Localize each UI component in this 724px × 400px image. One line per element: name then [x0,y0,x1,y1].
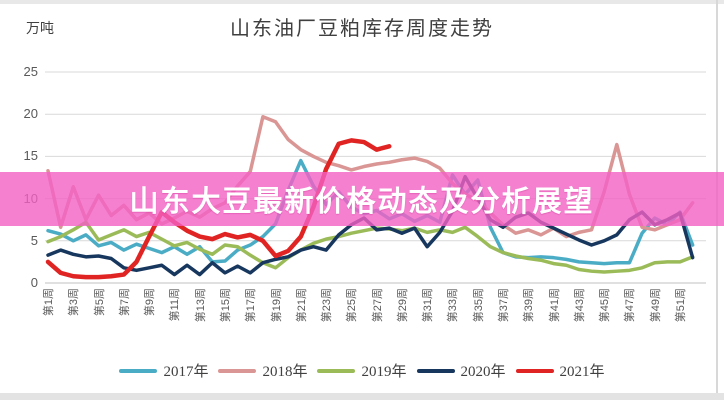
y-tick-0: 0 [30,275,38,290]
bottom-border-strip [0,393,724,400]
y-tick-15: 15 [23,148,38,164]
legend-label-2021年: 2021年 [559,364,605,380]
legend-swatch-2017年 [119,368,158,373]
y-tick-25: 25 [23,64,38,79]
promo-overlay-banner: 山东大豆最新价格动态及分析展望 [0,172,724,226]
chart-legend: 2017年 2018年 2019年 2020年 2021年 [0,360,724,381]
series-line-2019年 [46,220,695,274]
legend-label-2018年: 2018年 [262,364,308,380]
chart-title: 山东油厂豆粕库存周度走势 [230,18,494,40]
y-axis-unit-label: 万吨 [26,22,54,37]
y-tick-5: 5 [30,232,38,248]
series-line-2021年 [45,138,392,280]
legend-label-2020年: 2020年 [460,364,506,380]
top-border-strip [0,0,724,4]
y-tick-20: 20 [23,106,38,122]
legend-swatch-2021年 [515,368,554,373]
promo-overlay-text: 山东大豆最新价格动态及分析展望 [129,186,595,218]
legend-swatch-2018年 [218,368,257,373]
legend-item-2019年: 2019年 [317,360,407,381]
legend-label-2019年: 2019年 [361,364,407,380]
legend-swatch-2019年 [317,368,356,373]
legend-item-2020年: 2020年 [416,360,506,381]
legend-item-2017年: 2017年 [119,360,208,381]
legend-item-2021年: 2021年 [515,360,605,381]
legend-label-2017年: 2017年 [163,364,209,380]
legend-swatch-2020年 [416,368,455,373]
legend-item-2018年: 2018年 [218,360,307,381]
